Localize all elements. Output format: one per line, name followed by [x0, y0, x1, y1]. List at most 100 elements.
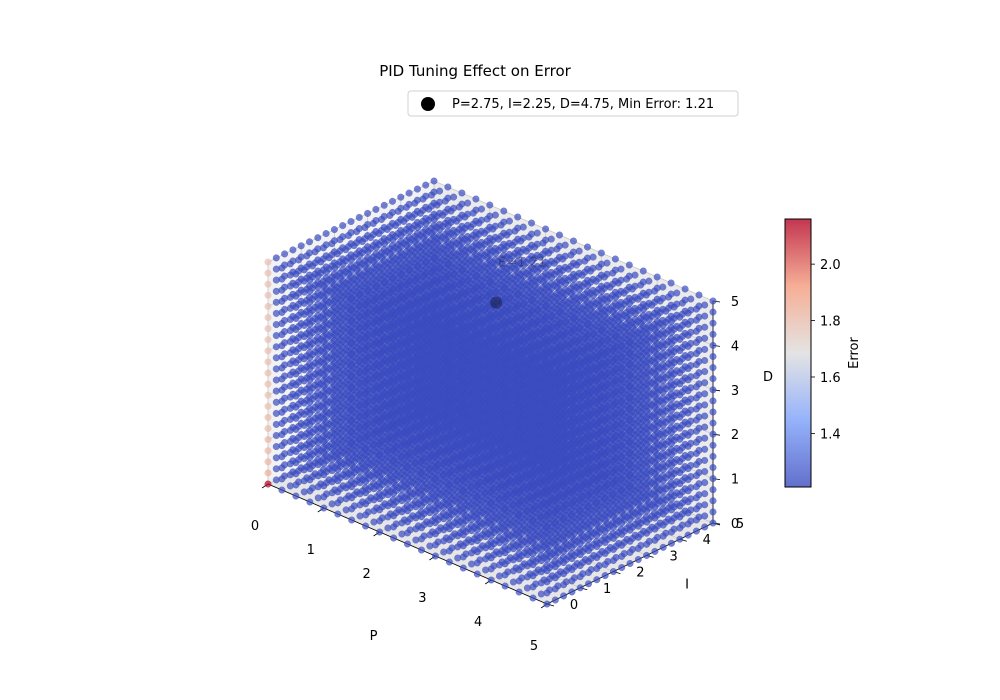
scatter-point	[533, 229, 541, 237]
scatter-point	[422, 219, 430, 227]
scatter-point	[384, 491, 392, 499]
scatter-point	[684, 509, 692, 517]
scatter-point	[659, 532, 667, 540]
scatter-point	[355, 213, 363, 221]
scatter-point	[667, 539, 676, 547]
scatter-point	[320, 460, 328, 468]
scatter-point	[306, 498, 314, 506]
scatter-point	[292, 403, 300, 411]
scatter-point	[384, 502, 392, 510]
tick-label-d: 2	[731, 428, 739, 443]
scatter-point	[692, 449, 700, 457]
scatter-point	[444, 221, 452, 229]
scatter-point	[320, 482, 328, 490]
scatter-point	[411, 199, 419, 207]
scatter-point	[626, 559, 634, 568]
scatter-point	[458, 227, 466, 235]
scatter-point	[408, 213, 416, 221]
scatter-point	[667, 484, 676, 492]
scatter-point	[483, 215, 491, 223]
scatter-point	[684, 487, 692, 495]
tick-label-i: 4	[703, 533, 711, 548]
scatter-point	[320, 437, 328, 445]
scatter-point	[339, 222, 347, 230]
scatter-point	[292, 459, 300, 467]
scatter-point	[306, 431, 314, 439]
tick-label-d: 4	[731, 339, 739, 354]
scatter-point	[397, 193, 405, 201]
scatter-point	[667, 528, 676, 536]
scatter-point	[643, 540, 651, 548]
scatter-point	[428, 229, 436, 237]
scatter-point	[450, 193, 458, 201]
scatter-point	[472, 195, 480, 203]
scatter-point	[348, 483, 356, 491]
scatter-point	[384, 480, 392, 488]
tick-label-d: 1	[731, 473, 739, 488]
scatter-point	[701, 445, 709, 453]
scatter-point	[370, 518, 378, 526]
scatter-point	[278, 453, 286, 461]
scatter-point	[362, 489, 370, 497]
scatter-point	[372, 205, 380, 213]
scatter-point	[376, 506, 384, 514]
scatter-point	[278, 442, 286, 450]
scatter-point	[402, 203, 410, 211]
scatter-point	[709, 486, 717, 494]
scatter-point	[701, 479, 709, 487]
scatter-point	[676, 535, 684, 543]
scatter-point	[569, 237, 578, 245]
scatter-point	[692, 505, 700, 513]
scatter-point	[306, 454, 314, 462]
scatter-point	[348, 516, 356, 524]
scatter-point	[264, 469, 272, 477]
scatter-point	[447, 207, 455, 215]
scatter-point	[555, 231, 564, 239]
scatter-point	[383, 225, 391, 233]
scatter-point	[436, 225, 444, 233]
scatter-point	[300, 466, 308, 474]
scatter-point	[292, 470, 300, 478]
scatter-point	[362, 500, 370, 508]
scatter-point	[362, 478, 370, 486]
scatter-point	[391, 221, 400, 229]
scatter-point	[413, 185, 421, 193]
scatter-point	[430, 177, 438, 185]
scatter-point	[320, 426, 328, 434]
scatter-point	[384, 513, 392, 521]
scatter-point	[684, 476, 692, 484]
scatter-point	[667, 506, 676, 514]
scatter-point	[364, 209, 372, 217]
scatter-point	[362, 522, 370, 530]
scatter-point	[542, 225, 550, 233]
scatter-point	[264, 413, 272, 421]
scatter-point	[334, 488, 342, 496]
scatter-point	[634, 544, 642, 552]
scatter-point	[514, 213, 522, 221]
scatter-point	[334, 499, 342, 507]
scatter-point	[412, 525, 420, 533]
scatter-point	[709, 408, 717, 416]
scatter-point	[320, 448, 328, 457]
scatter-point	[425, 205, 433, 213]
scatter-point	[701, 490, 709, 498]
scatter-point	[384, 524, 392, 532]
scatter-point	[692, 460, 700, 469]
scatter-point	[676, 469, 684, 477]
scatter-point	[701, 456, 709, 464]
scatter-point	[264, 447, 272, 455]
scatter-point	[394, 207, 402, 215]
scatter-point	[503, 231, 511, 239]
scatter-point	[278, 386, 286, 394]
scatter-point	[348, 460, 356, 469]
scatter-point	[684, 520, 692, 528]
scatter-point	[405, 189, 413, 197]
scatter-point	[278, 375, 286, 383]
scatter-point	[458, 189, 466, 197]
scatter-point	[370, 485, 378, 493]
scatter-point	[491, 211, 499, 219]
scatter-point	[400, 217, 408, 225]
scatter-point	[348, 505, 356, 513]
scatter-point	[676, 524, 684, 532]
